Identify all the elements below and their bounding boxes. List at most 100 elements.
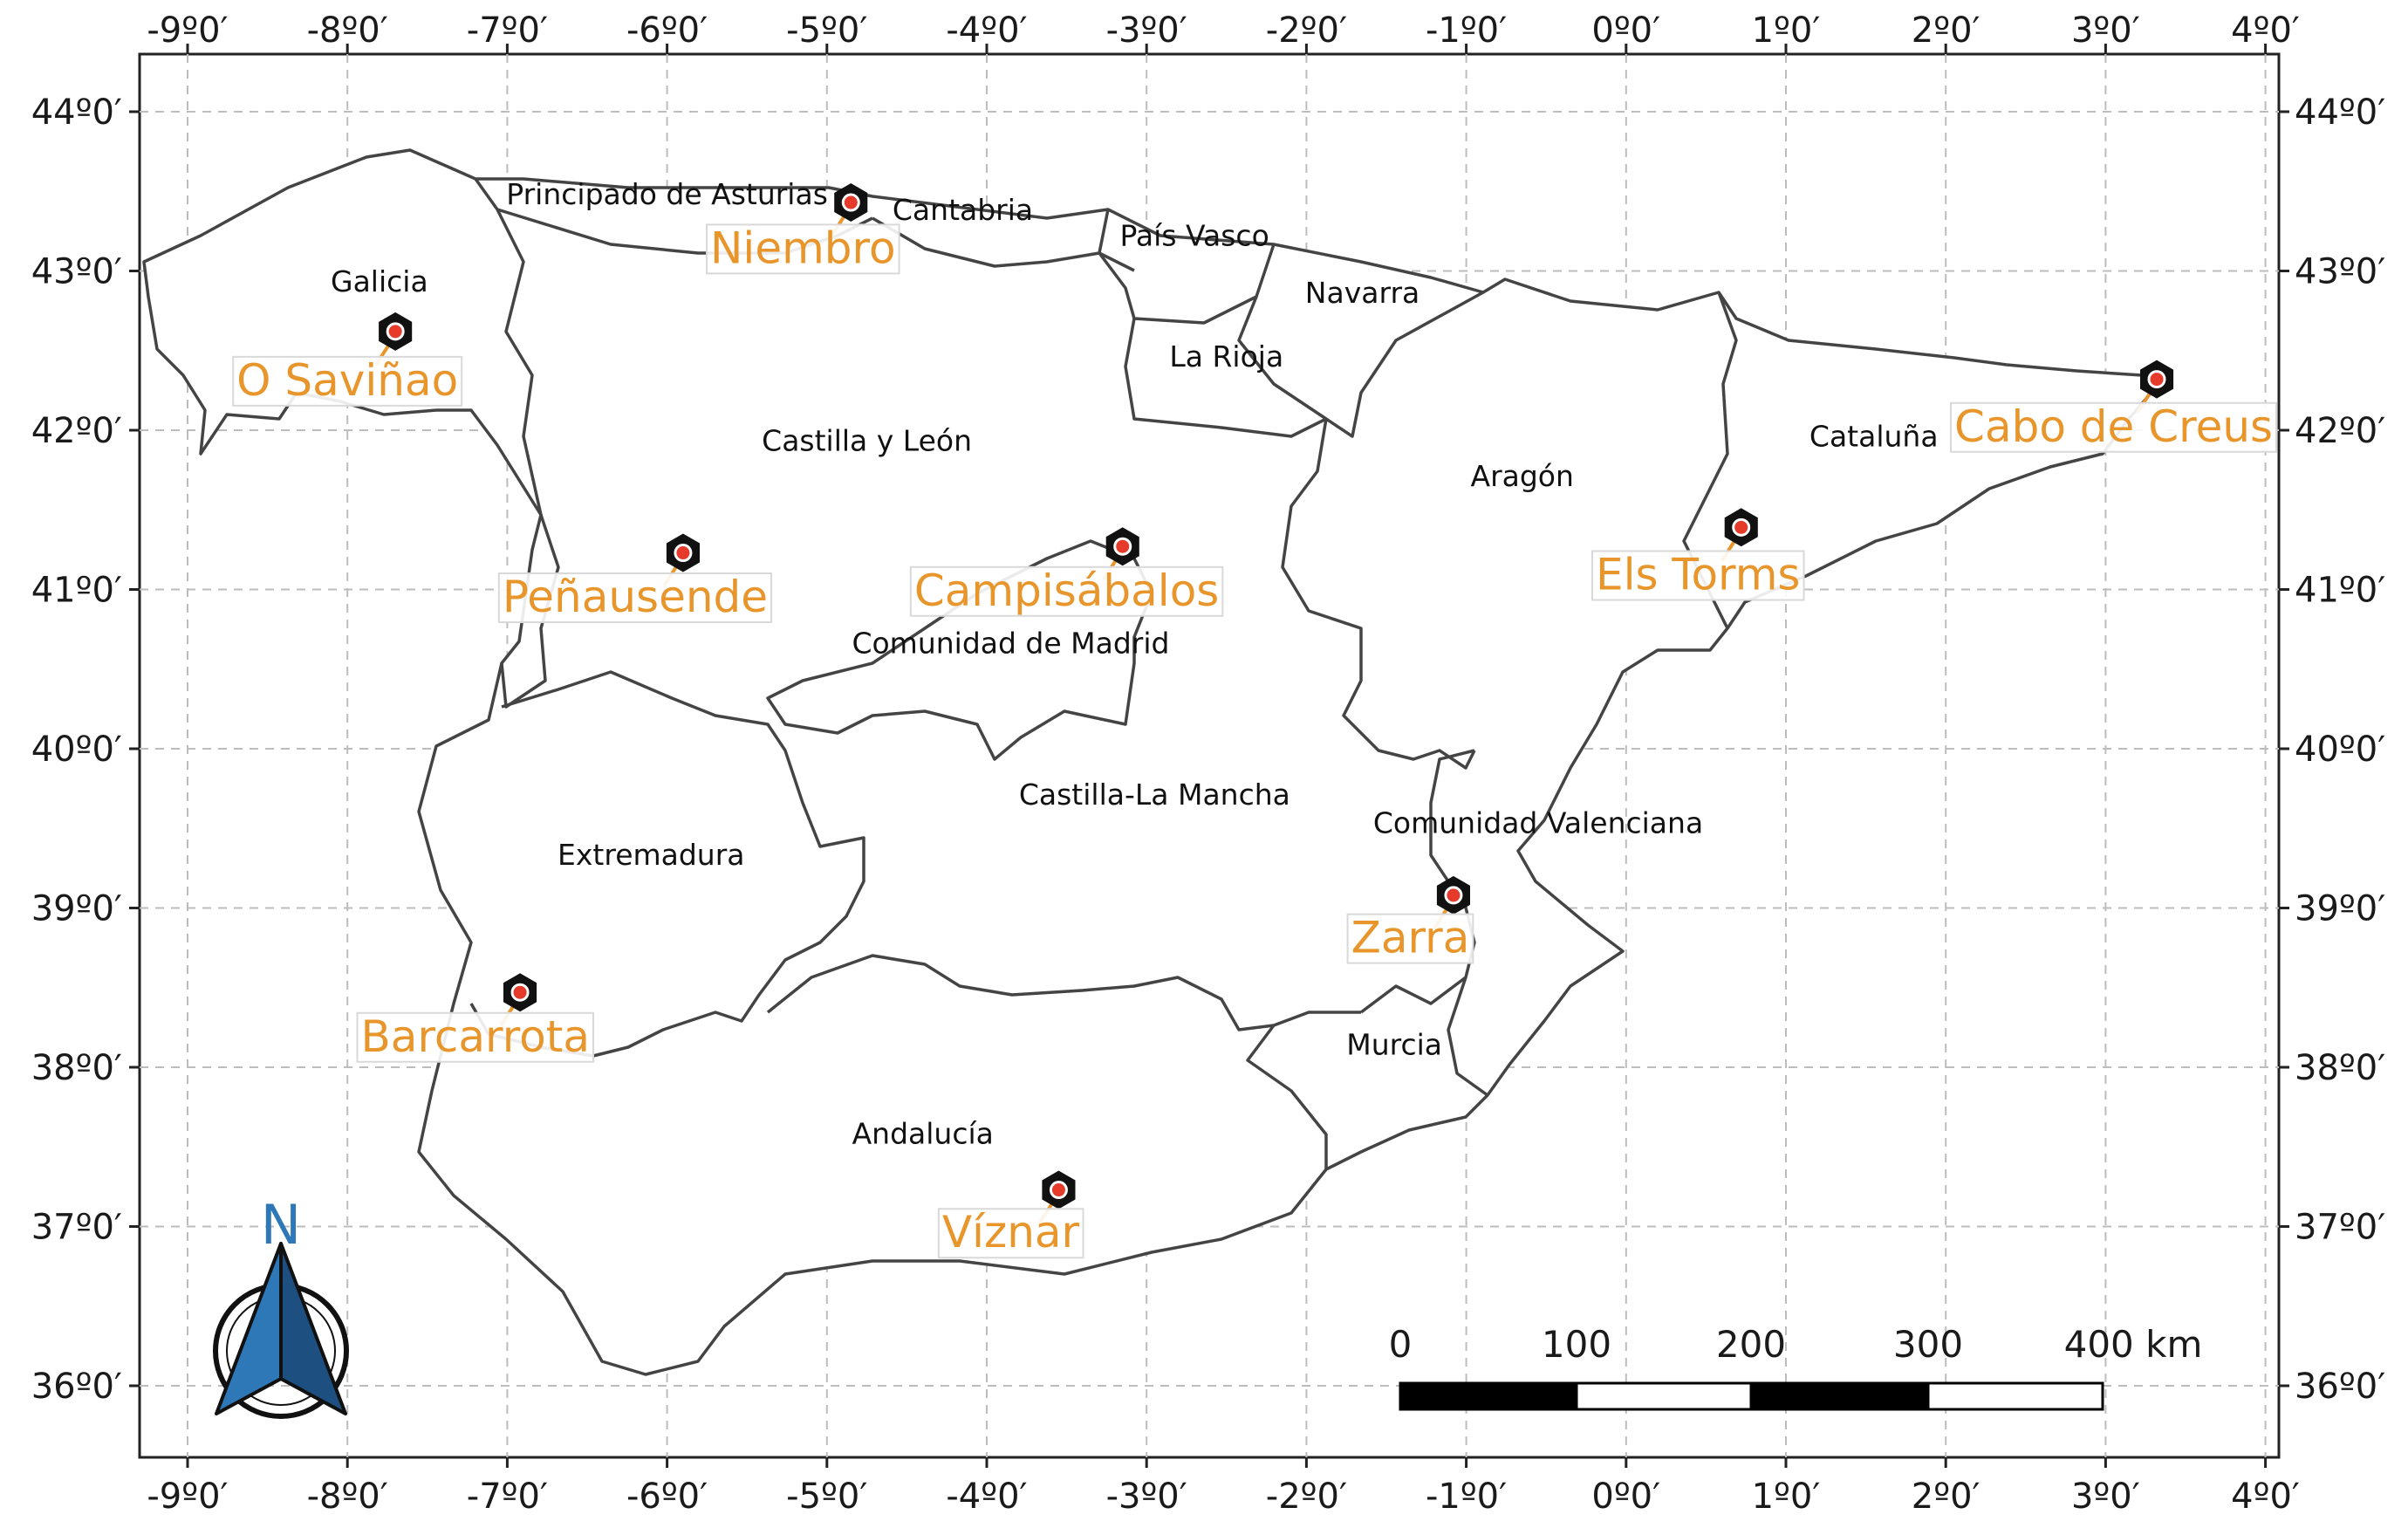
site-label-box bbox=[232, 355, 463, 407]
site-dot-icon bbox=[1732, 517, 1751, 537]
site-label-box bbox=[909, 565, 1224, 617]
boundary-cyl-south bbox=[500, 514, 560, 709]
tick-label-lon-bottom: -3º0′ bbox=[1106, 1477, 1187, 1517]
tick-label-lat-right: 38º0′ bbox=[2295, 1048, 2385, 1088]
scale-label-300: 300 bbox=[1893, 1323, 1963, 1366]
boundary-aragon-cyl bbox=[1281, 418, 1476, 770]
boundary-murcia-valencia bbox=[1359, 976, 1467, 1014]
site-marker: Els Torms bbox=[1591, 508, 1805, 601]
site-dot-icon bbox=[2147, 370, 2166, 389]
site-dot-icon bbox=[1113, 537, 1132, 556]
tick-label-lon-top: -7º0′ bbox=[467, 10, 548, 51]
site-label: Niembro bbox=[710, 223, 896, 273]
scale-seg-1 bbox=[1399, 1381, 1578, 1411]
tick-label-lon-top: 4º0′ bbox=[2231, 10, 2300, 51]
scale-label-100: 100 bbox=[1542, 1323, 1611, 1366]
site-marker: Campisábalos bbox=[909, 527, 1224, 617]
boundary-extremadura bbox=[469, 670, 865, 1058]
tick-label-lon-top: -9º0′ bbox=[147, 10, 228, 51]
scale-seg-4 bbox=[1926, 1381, 2104, 1411]
tick-label-lon-bottom: 2º0′ bbox=[1912, 1477, 1980, 1517]
tick-label-lat-left: 40º0′ bbox=[31, 730, 122, 770]
tick-label-lon-bottom: 3º0′ bbox=[2071, 1477, 2140, 1517]
region-label: Murcia bbox=[1346, 1027, 1442, 1061]
region-label: La Rioja bbox=[1169, 339, 1283, 373]
scale-seg-2 bbox=[1575, 1381, 1753, 1411]
site-label: Víznar bbox=[942, 1207, 1080, 1257]
site-label-box bbox=[706, 223, 900, 275]
region-label: Galicia bbox=[331, 264, 428, 298]
tick-label-lon-top: -3º0′ bbox=[1106, 10, 1187, 51]
north-label: N bbox=[261, 1193, 301, 1257]
site-dot-icon bbox=[1444, 886, 1463, 905]
region-label: Aragón bbox=[1471, 459, 1574, 493]
region-label: Cataluña bbox=[1809, 419, 1939, 453]
tick-label-lon-top: 2º0′ bbox=[1912, 10, 1980, 51]
site-label: Peñausende bbox=[503, 572, 768, 622]
region-label: Castilla y León bbox=[762, 424, 972, 458]
site-label: Barcarrota bbox=[361, 1011, 591, 1062]
boundary-murcia bbox=[1246, 1024, 1328, 1169]
tick-label-lat-right: 42º0′ bbox=[2295, 411, 2385, 451]
spain-outline bbox=[142, 148, 2157, 1376]
tick-label-lon-top: -1º0′ bbox=[1426, 10, 1507, 51]
tick-label-lat-right: 36º0′ bbox=[2295, 1367, 2385, 1407]
site-marker: Niembro bbox=[706, 183, 900, 275]
tick-label-lat-left: 38º0′ bbox=[31, 1048, 122, 1088]
tick-label-lon-bottom: -1º0′ bbox=[1426, 1477, 1507, 1517]
site-marker: O Saviñao bbox=[232, 312, 463, 407]
boundary-clm-south bbox=[766, 954, 1361, 1031]
tick-label-lon-top: -4º0′ bbox=[946, 10, 1027, 51]
site-marker: Barcarrota bbox=[356, 973, 595, 1063]
tick-label-lat-right: 39º0′ bbox=[2295, 889, 2385, 929]
tick-label-lat-left: 43º0′ bbox=[31, 252, 122, 292]
tick-label-lon-top: 1º0′ bbox=[1752, 10, 1821, 51]
region-label: Extremadura bbox=[558, 838, 744, 872]
tick-label-lon-bottom: 4º0′ bbox=[2231, 1477, 2300, 1517]
tick-label-lon-bottom: -9º0′ bbox=[147, 1477, 228, 1517]
site-label: Campisábalos bbox=[914, 565, 1220, 616]
site-marker: Zarra bbox=[1346, 875, 1474, 964]
tick-label-lat-left: 36º0′ bbox=[31, 1367, 122, 1407]
tick-label-lat-right: 44º0′ bbox=[2295, 93, 2385, 133]
site-label-box bbox=[1591, 550, 1805, 601]
site-label-box bbox=[356, 1011, 595, 1063]
tick-label-lon-bottom: -8º0′ bbox=[307, 1477, 388, 1517]
site-label-box bbox=[937, 1208, 1084, 1259]
tick-label-lon-bottom: -6º0′ bbox=[626, 1477, 708, 1517]
site-dot-icon bbox=[1049, 1181, 1068, 1200]
tick-label-lat-right: 37º0′ bbox=[2295, 1208, 2385, 1248]
boundary-la-rioja bbox=[1124, 318, 1327, 438]
region-label: Navarra bbox=[1305, 276, 1419, 310]
region-label: País Vasco bbox=[1120, 218, 1269, 252]
site-dot-icon bbox=[510, 983, 530, 1002]
tick-label-lon-bottom: -2º0′ bbox=[1266, 1477, 1347, 1517]
tick-label-lat-left: 41º0′ bbox=[31, 571, 122, 611]
tick-label-lon-top: -8º0′ bbox=[307, 10, 388, 51]
tick-label-lat-right: 43º0′ bbox=[2295, 252, 2385, 292]
site-label-box bbox=[497, 572, 773, 624]
site-label: Els Torms bbox=[1596, 550, 1801, 600]
site-label: O Saviñao bbox=[236, 355, 458, 406]
region-label: Castilla-La Mancha bbox=[1019, 778, 1290, 812]
tick-label-lon-top: 3º0′ bbox=[2071, 10, 2140, 51]
tick-label-lat-left: 37º0′ bbox=[31, 1208, 122, 1248]
scale-bar: 0 100 200 300 400 km bbox=[1389, 1323, 2203, 1411]
tick-label-lat-right: 41º0′ bbox=[2295, 571, 2385, 611]
tick-label-lat-left: 39º0′ bbox=[31, 889, 122, 929]
site-marker: Peñausende bbox=[497, 533, 773, 624]
tick-label-lon-top: -6º0′ bbox=[626, 10, 708, 51]
tick-label-lon-bottom: -5º0′ bbox=[786, 1477, 867, 1517]
tick-label-lat-right: 40º0′ bbox=[2295, 730, 2385, 770]
site-markers: Niembro O Saviñao Peñausende Campisábalos El… bbox=[232, 183, 2278, 1259]
site-marker: Cabo de Creus bbox=[1950, 360, 2278, 453]
tick-label-lat-left: 44º0′ bbox=[31, 93, 122, 133]
site-marker: Víznar bbox=[937, 1170, 1084, 1259]
scale-label-400: 400 km bbox=[2064, 1323, 2203, 1366]
tick-label-lat-left: 42º0′ bbox=[31, 411, 122, 451]
site-dot-icon bbox=[841, 193, 860, 212]
graticule-ticks: -9º0′ -9º0′ -8º0′ -8º0′ -7º0′ -7º0′ -6º0′ -6º0′… bbox=[31, 10, 2386, 1517]
tick-label-lon-bottom: 0º0′ bbox=[1591, 1477, 1660, 1517]
site-label: Zarra bbox=[1351, 913, 1470, 963]
